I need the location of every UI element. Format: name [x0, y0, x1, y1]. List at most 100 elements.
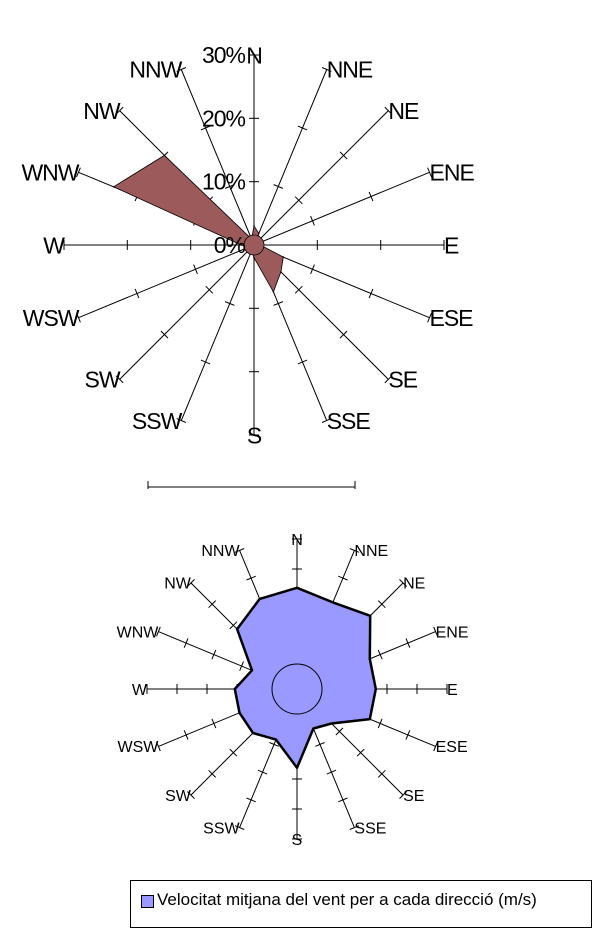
tick-ese-3 — [427, 312, 432, 323]
data-point-w — [240, 244, 243, 246]
radial-tick-label-20: 20% — [202, 105, 246, 131]
tick-wnw-3 — [211, 649, 217, 660]
tick-wnw-5 — [156, 626, 161, 637]
data-point-s — [296, 767, 298, 769]
direction-label-ne: NE — [403, 576, 425, 593]
direction-label-w: W — [43, 232, 65, 258]
data-point-wsw — [238, 712, 241, 714]
direction-label-wsw: WSW — [23, 305, 80, 331]
tick-wsw-2 — [134, 288, 140, 299]
data-point-w — [234, 688, 236, 690]
tick-se-5 — [399, 791, 407, 799]
tick-wsw-4 — [183, 730, 189, 740]
inner-ring — [271, 663, 323, 715]
tick-nw-3 — [115, 106, 124, 115]
direction-label-n: N — [291, 532, 303, 549]
direction-label-se: SE — [388, 367, 417, 393]
legend-label: Velocitat mitjana del vent per a cada di… — [157, 890, 537, 909]
tick-wsw-5 — [156, 741, 161, 752]
tick-ssw-5 — [234, 825, 245, 830]
legend: Velocitat mitjana del vent per a cada di… — [130, 880, 592, 928]
data-point-sw — [252, 732, 254, 734]
spoke-ssw — [180, 244, 255, 421]
direction-label-ese: ESE — [430, 305, 474, 331]
data-point-ese — [282, 256, 285, 258]
tick-ene-4 — [405, 638, 411, 648]
tick-ene-3 — [427, 167, 432, 178]
direction-label-sw: SW — [165, 788, 192, 805]
tick-nnw-1 — [224, 184, 235, 189]
direction-label-nne: NNE — [354, 543, 388, 560]
tick-sw-1 — [205, 285, 214, 294]
tick-nnw-4 — [246, 575, 256, 581]
direction-label-ne: NE — [388, 98, 419, 124]
tick-ne-3 — [384, 106, 393, 115]
tick-sw-3 — [229, 748, 238, 757]
data-point-ene — [369, 658, 371, 660]
tick-sse-3 — [321, 418, 332, 423]
wind-speed-rose-chart: N NNE NE ENE E ESE SE SSE S SSW SW WSW W WNW NW NNW — [117, 532, 469, 849]
data-point-nne — [258, 232, 260, 235]
tick-wnw-2 — [239, 661, 244, 671]
tick-ese-1 — [310, 264, 315, 275]
direction-label-sse: SSE — [354, 820, 386, 837]
data-point-e — [375, 688, 377, 690]
direction-label-wnw: WNW — [117, 624, 160, 641]
tick-ssw-1 — [224, 301, 235, 306]
data-point-n — [296, 587, 298, 589]
tick-nnw-5 — [234, 548, 245, 553]
tick-sse-3 — [326, 769, 337, 775]
direction-label-nw: NW — [164, 576, 192, 593]
tick-nne-4 — [338, 575, 348, 581]
tick-ene-1 — [310, 215, 315, 226]
tick-se-4 — [377, 769, 386, 778]
tick-wnw-4 — [183, 638, 189, 648]
tick-ene-5 — [433, 626, 438, 637]
series-polygon — [233, 586, 378, 770]
tick-se-1 — [294, 285, 303, 294]
tick-ese-5 — [433, 741, 438, 752]
tick-sw-2 — [160, 330, 169, 339]
direction-label-wnw: WNW — [21, 160, 79, 186]
tick-nw-3 — [229, 621, 238, 630]
spoke-nnw — [180, 69, 255, 246]
direction-label-w: W — [132, 682, 148, 699]
tick-ne-1 — [294, 196, 303, 205]
data-point-sse — [272, 291, 275, 293]
direction-label-e: E — [444, 232, 459, 258]
tick-sw-4 — [208, 769, 217, 778]
direction-label-ssw: SSW — [203, 820, 240, 837]
direction-label-se: SE — [403, 788, 424, 805]
tick-se-2 — [335, 727, 344, 736]
data-point-wnw — [251, 669, 253, 672]
tick-se-2 — [339, 330, 348, 339]
tick-ese-4 — [405, 730, 411, 740]
tick-nne-5 — [349, 548, 360, 553]
direction-label-nnw: NNW — [201, 543, 240, 560]
tick-sw-5 — [187, 791, 195, 799]
data-point-n — [253, 225, 255, 227]
radial-tick-label-30: 30% — [202, 42, 246, 68]
tick-se-3 — [356, 748, 365, 757]
tick-ssw-4 — [246, 797, 256, 803]
data-point-s — [253, 256, 255, 259]
tick-sse-1 — [273, 301, 284, 306]
direction-label-wsw: WSW — [118, 739, 160, 756]
legend-swatch — [141, 895, 154, 908]
direction-label-e: E — [447, 682, 458, 699]
direction-label-sse: SSE — [327, 408, 371, 434]
tick-se-3 — [384, 375, 393, 384]
tick-wsw-3 — [211, 718, 217, 729]
series-polygon — [113, 154, 284, 293]
spoke-wsw — [78, 244, 255, 319]
direction-label-nne: NNE — [327, 57, 373, 83]
tick-ne-5 — [399, 579, 407, 587]
tick-ese-3 — [377, 718, 383, 729]
tick-sw-3 — [115, 375, 124, 384]
data-point-nnw — [258, 598, 261, 600]
data-point-nw — [236, 628, 238, 630]
direction-label-s: S — [292, 832, 303, 849]
tick-wsw-1 — [193, 264, 198, 275]
tick-ne-4 — [377, 600, 386, 609]
